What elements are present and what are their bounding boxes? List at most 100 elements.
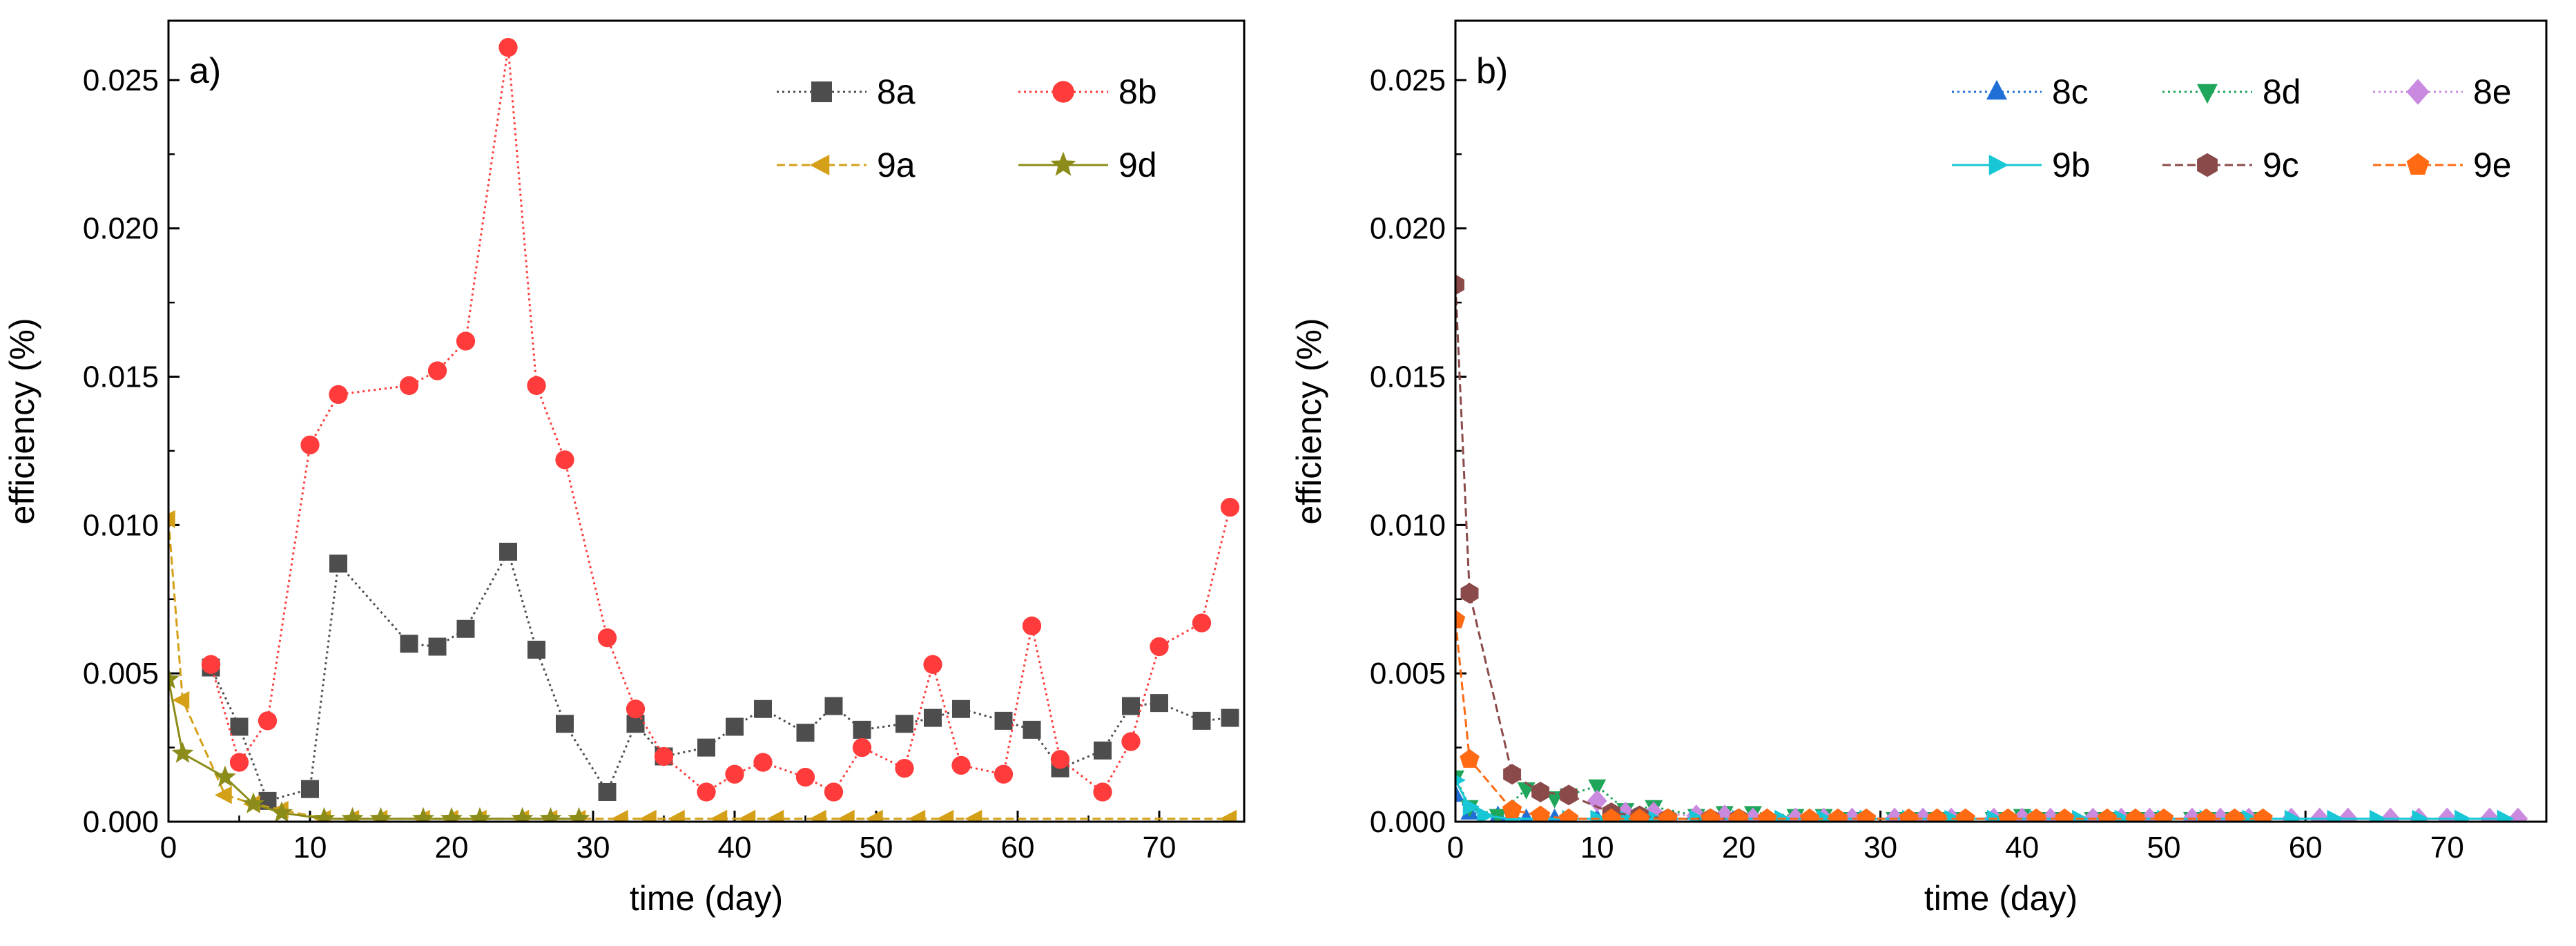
data-point [994,764,1014,784]
data-point [213,765,237,787]
data-point [468,807,492,822]
legend-entry-9e: 9e [2373,146,2512,184]
legend-label: 9b [2052,146,2091,184]
legend-label: 9d [1118,146,1157,184]
legend-label: 9e [2473,146,2512,184]
data-point [1220,497,1240,517]
data-point [1757,808,1777,822]
y-tick-label: 0.015 [1370,360,1446,394]
data-point [1828,808,1848,822]
data-point [1022,616,1042,636]
legend-entry-8b: 8b [1018,73,1157,111]
data-point [1150,694,1168,713]
data-point [2284,809,2302,822]
data-point [428,637,447,656]
data-point [1460,583,1479,604]
x-tick-label: 10 [1580,831,1614,865]
panel-label: b) [1476,51,1508,91]
data-point [1477,807,1494,822]
data-point [1502,799,1522,818]
y-tick-label: 0.025 [1370,64,1446,97]
data-point [837,809,855,822]
legend-label: 8b [1118,73,1157,111]
data-point [1955,808,1975,822]
data-point [611,809,628,822]
data-point [1658,808,1678,822]
data-point [1023,720,1041,739]
legend-marker [2197,153,2218,177]
data-point [1545,791,1564,809]
data-point [1714,804,1735,822]
data-point [2097,808,2118,822]
data-point [300,435,320,455]
legend-marker [2406,153,2430,175]
data-point [2153,808,2174,822]
y-tick-label: 0.015 [83,360,159,394]
data-point [1587,789,1607,813]
legend-entry-9b: 9b [1952,146,2091,184]
data-point [1856,808,1877,822]
data-point [168,667,180,689]
data-point [725,764,744,784]
data-point [527,376,546,396]
plot-frame [167,19,1246,823]
data-point [668,809,685,822]
data-point [908,809,926,822]
data-point [726,717,744,736]
plot-area [168,38,1240,822]
data-point [1701,808,1721,822]
data-point [527,640,545,659]
x-tick-label: 0 [160,831,177,865]
y-tick-label: 0.010 [83,508,159,542]
y-tick-label: 0.000 [1370,805,1446,839]
data-point [230,717,249,736]
data-point [738,809,756,822]
data-point [215,786,232,804]
y-tick-label: 0.005 [1370,657,1446,691]
data-point [499,543,517,561]
data-point [171,742,194,763]
x-axis-label: time (day) [1924,879,2078,918]
x-tick-label: 70 [1143,831,1176,865]
x-tick-label: 40 [2005,831,2039,865]
data-point [456,331,476,351]
x-axis-label: time (day) [630,879,783,918]
data-point [697,782,716,802]
data-point [1530,805,1551,822]
data-point [329,554,347,573]
data-point [427,361,447,380]
x-tick-label: 30 [1863,831,1897,865]
data-point [994,711,1013,730]
data-point [923,655,942,674]
x-tick-label: 20 [1722,831,1756,865]
data-point [511,807,534,822]
data-point [440,807,463,822]
data-point [2125,808,2146,822]
data-point [568,807,590,822]
data-point [1560,784,1578,806]
data-point [1588,779,1607,797]
legend-marker [1050,151,1076,176]
legend-label: 8d [2263,73,2301,111]
data-point [1192,711,1211,730]
data-point [597,628,617,648]
data-point [2225,808,2245,822]
data-point [1094,741,1112,760]
data-point [539,807,562,822]
data-point [1219,809,1237,822]
legend-marker [1988,155,2009,175]
legend-marker [1986,79,2007,100]
data-point [1799,808,1820,822]
data-point [2370,809,2387,822]
data-point [697,738,715,757]
data-point [258,711,278,731]
data-point [400,635,418,653]
legend-entry-8e: 8e [2373,73,2512,111]
series-9d [168,667,590,822]
legend-entry-9d: 9d [1018,146,1157,184]
data-point [556,715,574,733]
data-point [1462,798,1480,816]
data-point [411,807,435,822]
legend-label: 8e [2473,73,2512,111]
data-point [824,697,843,715]
